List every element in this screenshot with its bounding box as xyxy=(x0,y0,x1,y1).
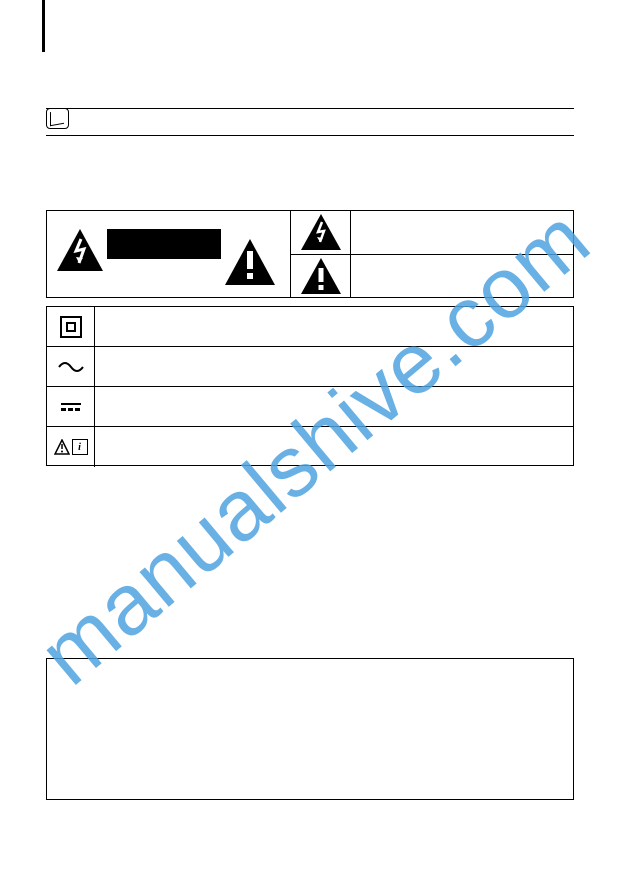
table-row: i xyxy=(47,427,573,467)
class2-desc xyxy=(95,307,573,346)
info-book-icon: i xyxy=(72,439,88,455)
warning-right-column xyxy=(351,211,573,297)
info-box xyxy=(46,658,574,800)
warning-right-top xyxy=(351,211,573,255)
exclaim-triangle-icon xyxy=(225,239,275,285)
warning-mid-bottom xyxy=(291,255,351,298)
dc-desc xyxy=(95,387,573,426)
read-manual-icon: i xyxy=(47,427,95,467)
shock-triangle-icon xyxy=(301,214,341,250)
exclaim-triangle-icon xyxy=(301,258,341,294)
warning-panel xyxy=(46,210,574,298)
table-row xyxy=(47,307,573,347)
warning-mid-top xyxy=(291,211,351,255)
symbol-table: i xyxy=(46,306,574,466)
small-warn-triangle-icon xyxy=(54,439,70,455)
table-row xyxy=(47,347,573,387)
note-icon xyxy=(46,108,69,129)
binding-mark xyxy=(42,0,45,52)
warning-right-bottom xyxy=(351,255,573,298)
table-row xyxy=(47,387,573,427)
page-root: i manualshive.com xyxy=(0,0,629,893)
ac-desc xyxy=(95,347,573,386)
read-manual-desc xyxy=(95,427,573,467)
note-icon-glyph xyxy=(50,110,64,126)
warning-left-cell xyxy=(47,211,291,297)
warning-title-bar xyxy=(107,229,221,259)
warning-mid-column xyxy=(291,211,351,297)
dc-icon xyxy=(47,387,95,426)
ac-icon xyxy=(47,347,95,386)
shock-triangle-icon xyxy=(57,229,103,271)
note-bar xyxy=(46,108,574,136)
class2-icon xyxy=(47,307,95,346)
